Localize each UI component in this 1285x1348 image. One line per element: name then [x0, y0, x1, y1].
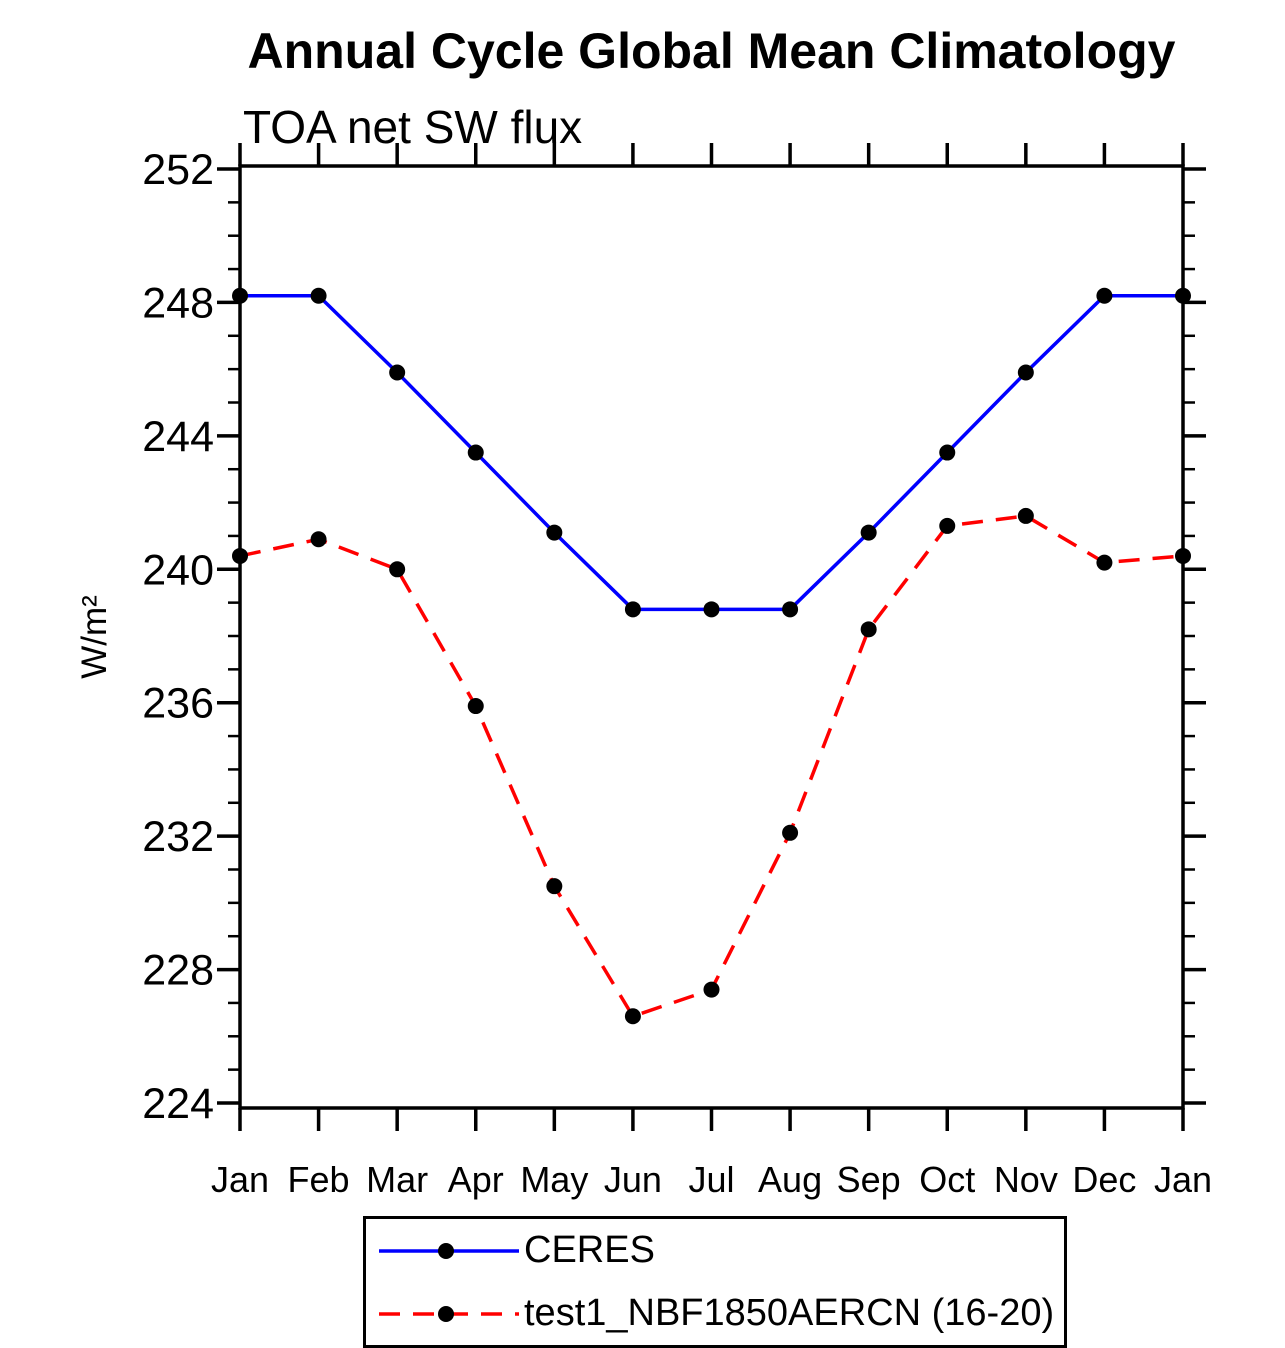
series-1-marker	[782, 824, 799, 841]
series-0-marker	[467, 444, 484, 461]
x-tick-label: Apr	[448, 1159, 504, 1200]
x-tick-label: Jun	[604, 1159, 662, 1200]
y-tick-label: 252	[142, 146, 214, 194]
series-1-marker	[1017, 507, 1034, 524]
series-1-marker	[546, 878, 563, 895]
series-0-marker	[1175, 287, 1191, 304]
x-tick-label: Oct	[919, 1159, 975, 1200]
series-0-marker	[703, 601, 720, 618]
legend-line-sample-0	[379, 1242, 519, 1259]
series-1-marker	[939, 517, 956, 534]
y-tick-label: 228	[142, 947, 214, 995]
legend-entry-ceres: CERES	[366, 1219, 1064, 1282]
plot-frame	[238, 164, 1185, 1110]
y-tick-label: 236	[142, 680, 214, 728]
x-tick-label: Jan	[211, 1159, 269, 1200]
x-tick-label: Jul	[688, 1159, 734, 1200]
series-line-1	[239, 514, 1184, 1019]
series-0-marker	[624, 601, 641, 618]
series-1-marker	[232, 547, 248, 564]
x-tick-label: Aug	[758, 1159, 822, 1200]
series-0-marker	[1096, 287, 1113, 304]
series-0-marker	[860, 524, 877, 541]
x-tick-label: Dec	[1072, 1159, 1136, 1200]
series-0-marker	[310, 287, 327, 304]
series-1-marker	[703, 981, 720, 998]
x-tick-label: Mar	[366, 1159, 428, 1200]
series-0-marker	[1017, 364, 1034, 381]
chart-title: Annual Cycle Global Mean Climatology	[247, 23, 1176, 79]
y-tick-label: 224	[142, 1080, 214, 1128]
series-0-marker	[939, 444, 956, 461]
series-1-marker	[467, 698, 484, 715]
series-0-marker	[232, 287, 248, 304]
y-tick-label: 244	[142, 413, 214, 461]
series-1-marker	[1175, 547, 1191, 564]
y-tick-label: 240	[142, 546, 214, 594]
series-1-marker	[389, 561, 406, 578]
x-tick-label: Sep	[837, 1159, 901, 1200]
y-tick-label: 232	[142, 813, 214, 861]
chart-subtitle: TOA net SW flux	[243, 101, 583, 153]
series-1-marker	[1096, 554, 1113, 571]
legend-line-sample-1	[379, 1305, 519, 1322]
series-0-marker	[389, 364, 406, 381]
x-tick-label: Nov	[994, 1159, 1058, 1200]
legend-label-ceres: CERES	[524, 1229, 655, 1271]
legend-entry-test1: test1_NBF1850AERCN (16-20)	[366, 1282, 1064, 1345]
y-tick-label: 248	[142, 279, 214, 327]
x-tick-label: Feb	[288, 1159, 350, 1200]
series-1-marker	[624, 1008, 641, 1025]
series-1-marker	[310, 531, 327, 548]
series-0-marker	[546, 524, 563, 541]
series-1-marker	[860, 621, 877, 638]
x-tick-label: May	[520, 1159, 588, 1200]
series-0-marker	[782, 601, 799, 618]
x-tick-label: Jan	[1154, 1159, 1212, 1200]
legend-box: CERES test1_NBF1850AERCN (16-20)	[363, 1216, 1067, 1348]
legend-label-test1: test1_NBF1850AERCN (16-20)	[524, 1292, 1055, 1334]
